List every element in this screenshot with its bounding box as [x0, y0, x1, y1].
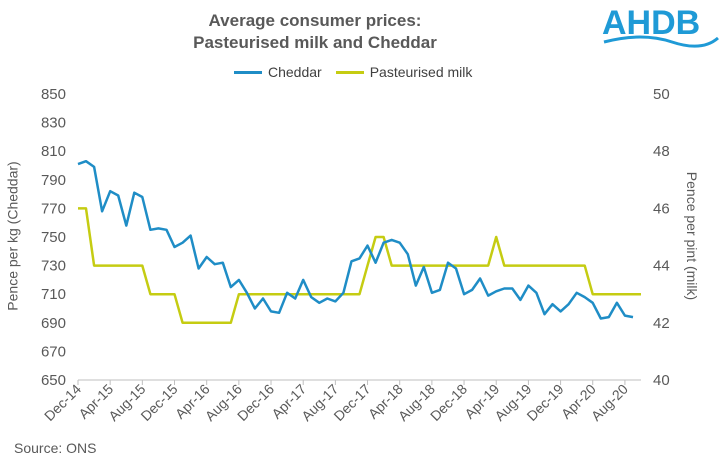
y-right-tick-label: 40	[653, 372, 670, 389]
y-right-tick-label: 44	[653, 258, 670, 275]
legend-swatch-cheddar	[234, 70, 262, 74]
legend-item-cheddar: Cheddar	[234, 64, 322, 80]
y-left-tick-label: 770	[41, 200, 66, 217]
legend-label-milk: Pasteurised milk	[369, 64, 473, 80]
x-tick-label: Aug-20	[588, 381, 631, 424]
y-left-tick-label: 730	[41, 258, 66, 275]
y-right-tick-label: 46	[653, 200, 670, 217]
legend-item-milk: Pasteurised milk	[335, 64, 473, 80]
legend-swatch-milk	[335, 70, 364, 74]
y-left-tick-label: 710	[41, 286, 66, 303]
y-left-tick-label: 670	[41, 343, 66, 360]
y-right-tick-label: 42	[653, 315, 670, 332]
y-left-tick-label: 750	[41, 229, 66, 246]
y-left-tick-label: 650	[41, 372, 66, 389]
x-tick-label: Dec-16	[234, 381, 277, 424]
ahdb-logo: AHDB	[602, 4, 720, 57]
y-right-tick-label: 50	[653, 86, 670, 103]
x-tick-label: Dec-17	[330, 381, 373, 424]
series-line-cheddar	[77, 159, 634, 320]
chart-title-line1: Average consumer prices:	[208, 11, 422, 30]
source-note: Source: ONS	[14, 440, 97, 456]
chart-title-line2: Pasteurised milk and Cheddar	[193, 33, 437, 52]
y-left-tick-label: 850	[41, 86, 66, 103]
y-right-title: Pence per pint (milk)	[684, 171, 701, 301]
x-tick-label: Dec-19	[523, 381, 566, 424]
y-right-tick-label: 48	[653, 143, 670, 160]
logo-text: AHDB	[602, 4, 700, 42]
y-left-tick-label: 810	[41, 143, 66, 160]
series-line-pasteurised-milk	[78, 207, 641, 325]
y-left-tick-label: 790	[41, 172, 66, 189]
y-left-tick-label: 690	[41, 315, 66, 332]
x-tick-label: Dec-15	[137, 381, 180, 424]
y-left-title: Pence per kg (Cheddar)	[4, 161, 21, 311]
y-left-tick-label: 830	[41, 115, 66, 132]
legend-label-cheddar: Cheddar	[268, 64, 322, 80]
legend: Cheddar Pasteurised milk	[234, 64, 486, 80]
x-tick-label: Dec-18	[427, 381, 470, 424]
